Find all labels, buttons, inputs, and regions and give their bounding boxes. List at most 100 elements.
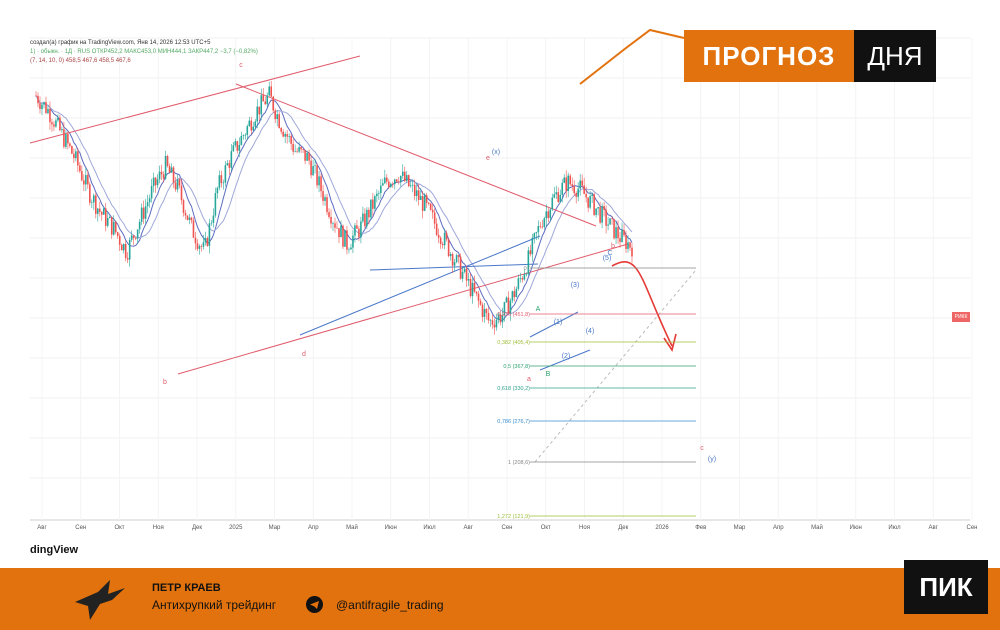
candle-body bbox=[403, 171, 406, 181]
candle-body bbox=[346, 230, 348, 250]
candle-body bbox=[459, 256, 462, 279]
candle-body bbox=[435, 223, 438, 235]
candle-body bbox=[256, 106, 259, 122]
candle-body bbox=[332, 223, 334, 224]
candle-body bbox=[575, 193, 577, 197]
candle-body bbox=[51, 122, 53, 125]
candle-body bbox=[419, 196, 422, 200]
candle-body bbox=[587, 197, 589, 208]
x-tick-label: Ноя bbox=[579, 525, 590, 531]
candle-body bbox=[300, 147, 302, 150]
candle-body bbox=[485, 309, 488, 313]
candle-body bbox=[573, 186, 575, 194]
candle-body bbox=[382, 183, 384, 186]
candle-body bbox=[433, 212, 436, 224]
candle-body bbox=[585, 194, 587, 198]
candle-body bbox=[126, 258, 129, 260]
candle-body bbox=[623, 230, 625, 236]
candle-body bbox=[577, 188, 579, 197]
candle-body bbox=[222, 182, 225, 184]
candle-body bbox=[94, 195, 97, 214]
candle-body bbox=[445, 232, 448, 240]
candle-body bbox=[214, 193, 217, 216]
candle-body bbox=[132, 235, 135, 238]
candle-body bbox=[531, 237, 534, 255]
candle-body bbox=[437, 234, 440, 238]
candle-body bbox=[469, 279, 472, 297]
candle-body bbox=[348, 249, 350, 251]
candle-body bbox=[228, 163, 231, 168]
telegram-icon[interactable] bbox=[306, 596, 323, 613]
candle-body bbox=[629, 242, 631, 248]
candle-body bbox=[202, 242, 205, 247]
candle-body bbox=[75, 151, 77, 159]
candle-body bbox=[372, 199, 374, 209]
candle-body bbox=[266, 95, 269, 105]
candle-body bbox=[302, 149, 304, 150]
candle-body bbox=[563, 177, 566, 183]
candle-body bbox=[91, 202, 93, 204]
candle-body bbox=[453, 262, 456, 266]
candle-body bbox=[83, 180, 85, 185]
price-tag: РИКК bbox=[952, 312, 970, 322]
x-tick-label: Фев bbox=[695, 525, 706, 531]
wave-channel-upper bbox=[529, 311, 579, 338]
x-tick-label: Окт bbox=[541, 525, 551, 531]
candle-body bbox=[322, 191, 324, 201]
x-tick-label: Июл bbox=[423, 525, 436, 531]
candle-body bbox=[148, 198, 151, 203]
candle-body bbox=[527, 250, 530, 275]
candle-body bbox=[326, 197, 328, 213]
candle-body bbox=[59, 117, 61, 131]
candle-body bbox=[368, 209, 370, 218]
x-axis: Авг Сен Окт Ноя Дек 2025 Мар Апр Май Июн Июл Авг Сен… bbox=[37, 524, 977, 531]
candle-body bbox=[491, 320, 494, 325]
candle-body bbox=[529, 250, 532, 255]
author-tagline: Антихрупкий трейдинг bbox=[152, 598, 277, 612]
x-tick-label: 2025 bbox=[229, 525, 243, 531]
candle-body bbox=[208, 223, 211, 246]
candle-body bbox=[232, 145, 235, 152]
candle-body bbox=[152, 177, 155, 186]
candle-body bbox=[557, 192, 560, 203]
candle-body bbox=[47, 108, 49, 114]
candle-body bbox=[41, 104, 43, 110]
candle-body bbox=[451, 253, 454, 266]
candle-body bbox=[318, 176, 320, 186]
candle-body bbox=[296, 151, 298, 152]
candle-body bbox=[290, 136, 292, 144]
candle-body bbox=[98, 208, 101, 212]
candle-body bbox=[312, 166, 314, 176]
candle-body bbox=[328, 212, 330, 217]
candle-body bbox=[360, 221, 362, 238]
candle-body bbox=[69, 143, 71, 147]
candle-body bbox=[330, 216, 332, 224]
candle-body bbox=[386, 177, 388, 182]
fib-level-label: 0,382 (405,4) bbox=[497, 340, 530, 346]
candle-body bbox=[81, 171, 83, 181]
candle-body bbox=[204, 238, 207, 243]
chart-labels: 0 (0,236 (451,8) 0,382 (405,4) 0,5 (367,8)… bbox=[163, 62, 716, 520]
candle-body bbox=[561, 182, 564, 195]
candle-body bbox=[292, 143, 294, 152]
wave-label: (4) bbox=[586, 328, 595, 335]
candle-body bbox=[230, 151, 233, 168]
candle-body bbox=[535, 232, 538, 234]
telegram-handle[interactable]: @antifragile_trading bbox=[336, 598, 444, 612]
x-tick-label: Сен bbox=[502, 525, 513, 531]
candle-body bbox=[172, 167, 175, 183]
candle-body bbox=[218, 175, 221, 188]
candle-body bbox=[477, 293, 480, 301]
x-tick-label: Ноя bbox=[153, 525, 164, 531]
candle-body bbox=[611, 218, 613, 220]
candle-body bbox=[180, 185, 183, 201]
candle-body bbox=[274, 110, 276, 120]
candle-body bbox=[298, 147, 300, 152]
candle-body bbox=[184, 212, 187, 216]
x-tick-label: Сен bbox=[75, 525, 86, 531]
candle-body bbox=[581, 180, 583, 186]
candle-body bbox=[439, 237, 442, 244]
candle-body bbox=[593, 194, 595, 215]
candle-body bbox=[120, 244, 123, 251]
